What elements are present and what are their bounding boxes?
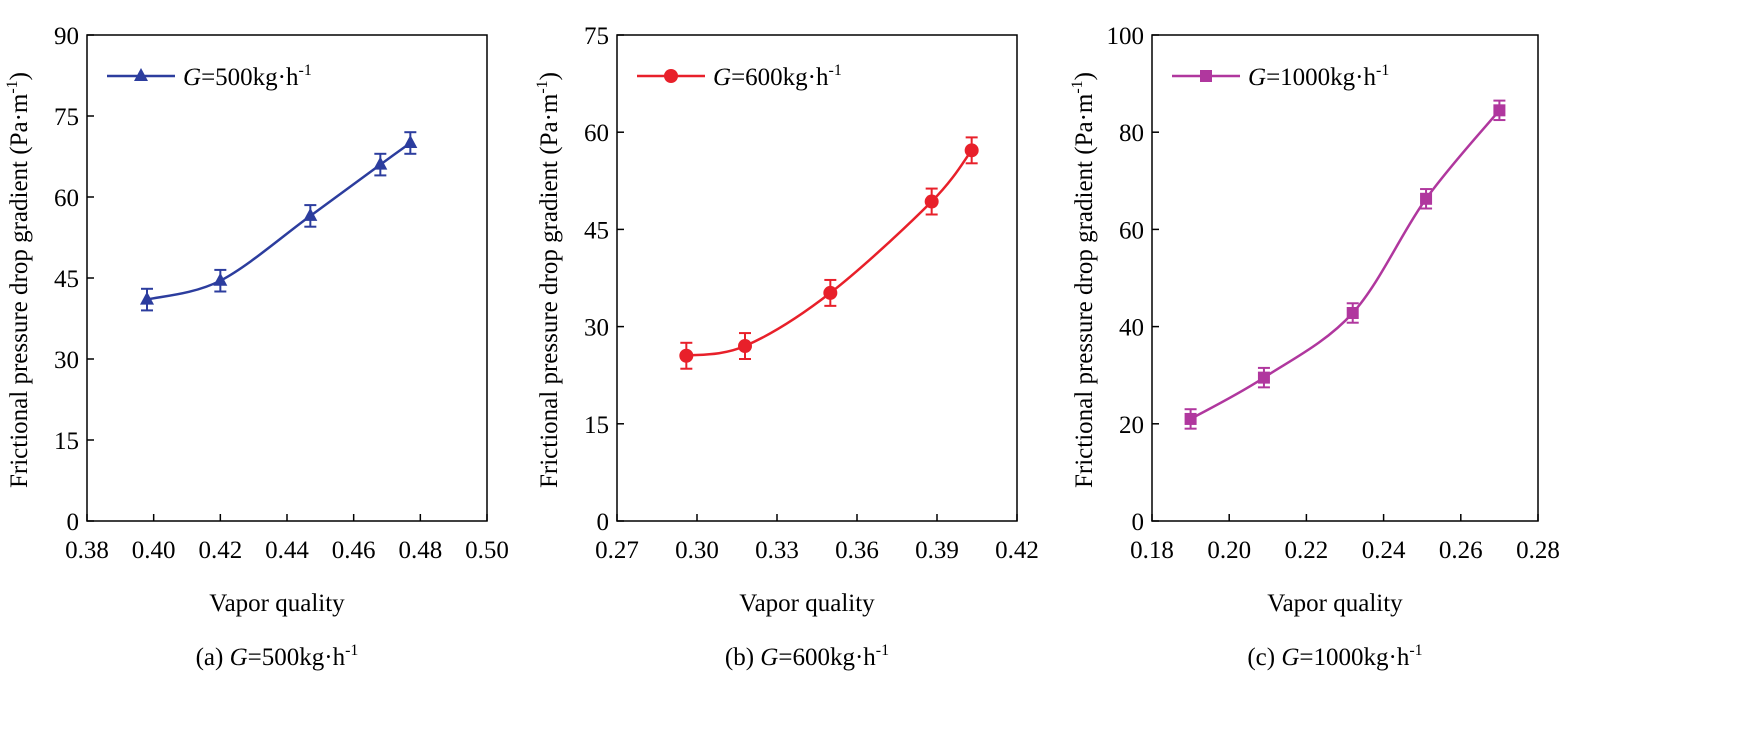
plot-frame [616,34,1018,522]
plot-frame [86,34,488,522]
data-point [1493,104,1506,117]
y-tick-label: 40 [1119,315,1144,342]
y-tick-label: 60 [584,120,609,147]
x-axis-label: Vapor quality [1267,590,1403,617]
x-tick-label: 0.28 [1516,537,1560,564]
chart-panel-2: 0 15 30 45 60 75 0.27 0.30 0.33 0.36 0.39 0.42 Vapor… [534,23,1039,671]
x-tick-label: 0.40 [132,537,176,564]
chart-panel-1: 0 15 30 45 60 75 90 0.38 0.40 0.42 0.44 0.46 0.48 0.5… [4,23,509,671]
y-tick-label: 100 [1107,23,1145,50]
y-tick-label: 75 [584,23,609,50]
x-tick-label: 0.22 [1285,537,1329,564]
x-tick-label: 0.39 [915,537,959,564]
x-tick-label: 0.46 [332,537,376,564]
x-tick-label: 0.20 [1207,537,1251,564]
y-tick-label: 90 [54,23,79,50]
x-axis-label: Vapor quality [739,590,875,617]
panel-caption: (c) G=1000kg·h-1 [1247,642,1422,671]
chart-panel-3: 0 20 40 60 80 100 0.18 0.20 0.22 0.24 0.26 0.28 Vapo… [1069,23,1560,671]
x-tick-label: 0.24 [1362,537,1406,564]
data-point [1257,371,1270,384]
series-line [1189,109,1501,421]
y-tick-label: 45 [584,217,609,244]
data-point [303,207,318,221]
x-tick-label: 0.36 [835,537,879,564]
y-axis-label: Frictional pressure drop gradient (Pa·m-… [4,72,33,488]
x-tick-label: 0.44 [265,537,309,564]
y-tick-label: 30 [54,347,79,374]
data-point [1184,412,1197,425]
x-tick-label: 0.26 [1439,537,1483,564]
legend-marker-triangle [134,68,148,81]
x-tick-label: 0.27 [595,537,639,564]
plot-frame [1151,34,1539,522]
y-tick-label: 20 [1119,412,1144,439]
x-tick-label: 0.38 [65,537,109,564]
series-line [686,149,973,357]
data-point [403,135,418,148]
y-axis-label: Frictional pressure drop gradient (Pa·m-… [1069,72,1098,488]
series-line [146,141,412,301]
y-tick-label: 60 [1119,217,1144,244]
y-tick-label: 30 [584,315,609,342]
y-tick-label: 45 [54,266,79,293]
data-point [373,156,388,170]
y-tick-label: 0 [597,509,610,536]
data-point [140,291,154,305]
x-tick-label: 0.42 [995,537,1039,564]
x-tick-label: 0.50 [465,537,509,564]
y-tick-label: 0 [67,509,80,536]
data-point [213,272,228,286]
y-axis-label: Frictional pressure drop gradient (Pa·m-… [534,72,563,488]
panel-caption: (b) G=600kg·h-1 [725,642,889,671]
legend-marker-circle [664,69,678,83]
x-tick-label: 0.33 [755,537,799,564]
data-point [1420,192,1433,205]
x-tick-label: 0.42 [198,537,242,564]
legend-marker-square [1200,70,1212,82]
x-tick-label: 0.48 [398,537,442,564]
data-point [924,194,939,209]
data-point [823,285,838,300]
x-tick-label: 0.30 [675,537,719,564]
y-tick-label: 80 [1119,120,1144,147]
legend-label: G=1000kg·h-1 [1248,62,1389,91]
x-tick-label: 0.18 [1130,537,1174,564]
x-axis-label: Vapor quality [209,590,345,617]
y-tick-label: 75 [54,104,79,131]
legend-label: G=500kg·h-1 [183,62,312,91]
legend-label: G=600kg·h-1 [713,62,842,91]
y-tick-label: 0 [1132,509,1145,536]
data-point [1346,306,1359,319]
data-point [679,348,694,363]
y-tick-label: 60 [54,185,79,212]
panel-caption: (a) G=500kg·h-1 [196,642,359,671]
data-point [738,339,752,354]
y-tick-label: 15 [54,428,79,455]
data-point [964,143,979,158]
y-tick-label: 15 [584,412,609,439]
